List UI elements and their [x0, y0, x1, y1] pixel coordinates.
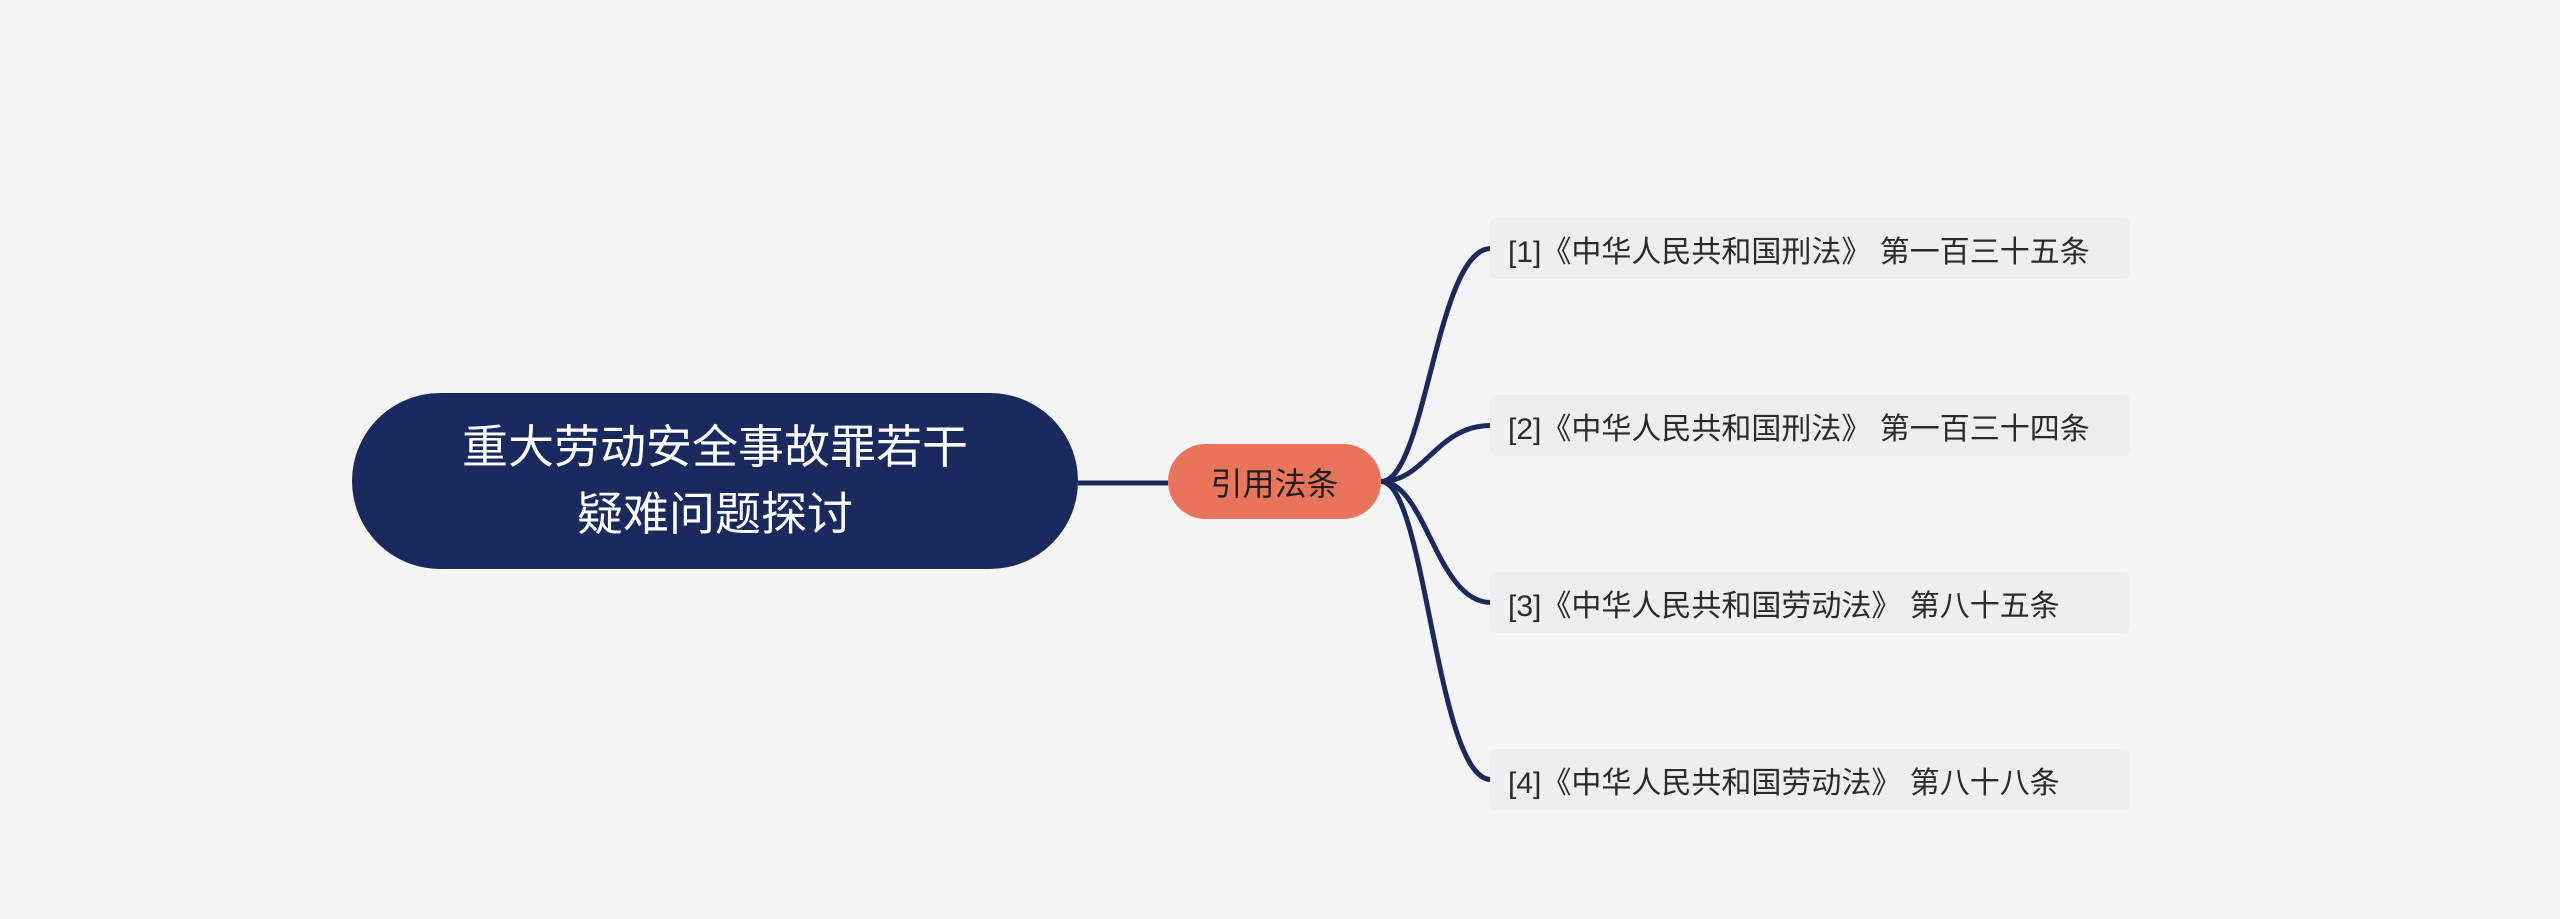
child-label: 引用法条: [1210, 459, 1338, 505]
mindmap-canvas: 重大劳动安全事故罪若干 疑难问题探讨 引用法条 [1]《中华人民共和国刑法》 第…: [0, 0, 2560, 919]
connector-root-child: [1078, 478, 1168, 488]
leaf-node-2[interactable]: [2]《中华人民共和国刑法》 第一百三十四条: [1490, 395, 2130, 456]
leaf-node-1[interactable]: [1]《中华人民共和国刑法》 第一百三十五条: [1490, 218, 2130, 279]
leaf-label: [1]《中华人民共和国刑法》 第一百三十五条: [1508, 227, 2090, 271]
leaf-label: [2]《中华人民共和国刑法》 第一百三十四条: [1508, 404, 2090, 448]
leaf-node-3[interactable]: [3]《中华人民共和国劳动法》 第八十五条: [1490, 572, 2130, 633]
root-text-line2: 疑难问题探讨: [577, 481, 853, 548]
leaf-label: [3]《中华人民共和国劳动法》 第八十五条: [1508, 581, 2060, 625]
root-text-line1: 重大劳动安全事故罪若干: [462, 414, 968, 481]
child-node[interactable]: 引用法条: [1168, 444, 1381, 519]
connector-child-leaves: [1381, 240, 1501, 790]
root-node[interactable]: 重大劳动安全事故罪若干 疑难问题探讨: [352, 393, 1078, 569]
leaf-label: [4]《中华人民共和国劳动法》 第八十八条: [1508, 758, 2060, 802]
leaf-node-4[interactable]: [4]《中华人民共和国劳动法》 第八十八条: [1490, 749, 2130, 810]
